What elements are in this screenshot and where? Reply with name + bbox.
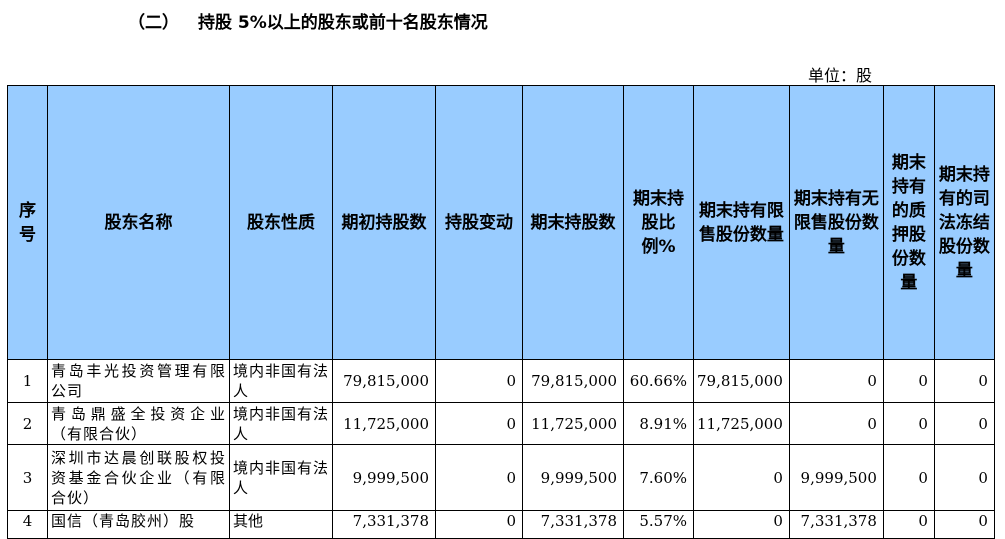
cell-unrestricted: 0	[788, 402, 884, 445]
header-frozen: 期末持有的司法冻结股份数量	[933, 85, 995, 360]
cell-restricted: 79,815,000	[693, 359, 790, 403]
cell-no: 3	[7, 444, 48, 511]
cell-ratio: 60.66%	[623, 359, 694, 403]
cell-end: 79,815,000	[522, 359, 624, 403]
cell-ratio: 8.91%	[623, 402, 694, 445]
cell-nature: 境内非国有法人	[229, 402, 333, 445]
header-change: 持股变动	[435, 85, 523, 360]
cell-begin: 79,815,000	[332, 359, 436, 403]
cell-change: 0	[435, 510, 523, 539]
cell-end: 11,725,000	[522, 402, 624, 445]
cell-pledged: 0	[882, 359, 935, 403]
cell-restricted: 11,725,000	[693, 402, 790, 445]
cell-change: 0	[435, 402, 523, 445]
cell-name: 青岛鼎盛全投资企业（有限合伙）	[47, 402, 230, 445]
cell-unrestricted: 7,331,378	[788, 510, 884, 539]
cell-frozen: 0	[933, 510, 995, 539]
cell-frozen: 0	[933, 444, 995, 511]
cell-nature: 境内非国有法人	[229, 359, 333, 403]
header-name: 股东名称	[47, 85, 230, 360]
shareholder-table: 序号 股东名称 股东性质 期初持股数 持股变动 期末持股数 期末持股比例% 期末…	[7, 85, 995, 539]
header-nature: 股东性质	[229, 85, 333, 360]
unit-label: 单位：股	[808, 66, 873, 85]
cell-end: 7,331,378	[522, 510, 624, 539]
section-title: 持股 5%以上的股东或前十名股东情况	[198, 13, 488, 33]
cell-begin: 11,725,000	[332, 402, 436, 445]
cell-ratio: 7.60%	[623, 444, 694, 511]
header-end: 期末持股数	[522, 85, 624, 360]
cell-unrestricted: 9,999,500	[788, 444, 884, 511]
table-row: 2 青岛鼎盛全投资企业（有限合伙） 境内非国有法人 11,725,000 0 1…	[7, 402, 995, 445]
cell-name: 青岛丰光投资管理有限公司	[47, 359, 230, 403]
cell-no: 2	[7, 402, 48, 445]
header-unrestricted: 期末持有无限售股份数量	[788, 85, 884, 360]
header-ratio: 期末持股比例%	[623, 85, 694, 360]
cell-restricted: 0	[693, 444, 790, 511]
cell-end: 9,999,500	[522, 444, 624, 511]
table-row: 1 青岛丰光投资管理有限公司 境内非国有法人 79,815,000 0 79,8…	[7, 359, 995, 403]
cell-ratio: 5.57%	[623, 510, 694, 539]
cell-no: 1	[7, 359, 48, 403]
cell-restricted: 0	[693, 510, 790, 539]
header-pledged: 期末持有的质押股份数量	[882, 85, 935, 360]
cell-nature: 境内非国有法人	[229, 444, 333, 511]
cell-name: 国信（青岛胶州）股	[47, 510, 230, 539]
table-row: 4 国信（青岛胶州）股 其他 7,331,378 0 7,331,378 5.5…	[7, 510, 995, 539]
cell-change: 0	[435, 359, 523, 403]
header-no: 序号	[7, 85, 48, 360]
table-header-row: 序号 股东名称 股东性质 期初持股数 持股变动 期末持股数 期末持股比例% 期末…	[7, 85, 995, 360]
cell-begin: 7,331,378	[332, 510, 436, 539]
header-restricted: 期末持有限售股份数量	[693, 85, 790, 360]
cell-unrestricted: 0	[788, 359, 884, 403]
cell-nature: 其他	[229, 510, 333, 539]
cell-no: 4	[7, 510, 48, 539]
cell-pledged: 0	[882, 510, 935, 539]
cell-frozen: 0	[933, 402, 995, 445]
cell-frozen: 0	[933, 359, 995, 403]
cell-begin: 9,999,500	[332, 444, 436, 511]
cell-name: 深圳市达晨创联股权投资基金合伙企业（有限合伙）	[47, 444, 230, 511]
header-begin: 期初持股数	[332, 85, 436, 360]
section-number: （二）	[128, 13, 179, 33]
section-heading: （二） 持股 5%以上的股东或前十名股东情况	[128, 8, 488, 33]
cell-pledged: 0	[882, 402, 935, 445]
cell-pledged: 0	[882, 444, 935, 511]
cell-change: 0	[435, 444, 523, 511]
table-row: 3 深圳市达晨创联股权投资基金合伙企业（有限合伙） 境内非国有法人 9,999,…	[7, 444, 995, 511]
